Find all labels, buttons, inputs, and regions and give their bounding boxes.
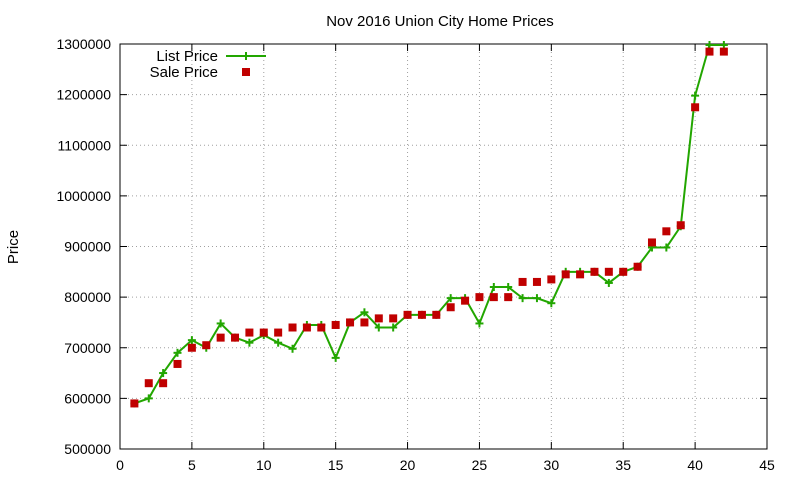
sale-price-point	[302, 323, 311, 332]
list-price-point	[159, 369, 168, 378]
sale-price-point	[619, 267, 628, 276]
x-tick-label: 35	[615, 457, 631, 473]
x-tick-label: 20	[400, 457, 416, 473]
list-price-point	[374, 323, 383, 332]
sale-price-point	[331, 320, 340, 329]
sale-price-point	[202, 341, 211, 350]
sale-price-point	[532, 277, 541, 286]
y-tick-label: 1100000	[58, 137, 112, 153]
sale-price-point	[288, 323, 297, 332]
x-tick-label: 25	[472, 457, 488, 473]
sale-price-point	[346, 318, 355, 327]
x-tick-label: 15	[328, 457, 344, 473]
sale-price-point	[259, 328, 268, 337]
list-price-point	[331, 353, 340, 362]
x-tick-label: 0	[116, 457, 124, 473]
y-tick-label: 900000	[64, 239, 111, 255]
sale-price-point	[604, 267, 613, 276]
list-price-point	[245, 338, 254, 347]
list-price-point	[489, 283, 498, 291]
list-price-point	[475, 319, 484, 328]
sale-price-point	[547, 275, 556, 284]
sale-price-point	[633, 262, 642, 271]
legend-swatch-sale-price	[242, 68, 250, 76]
y-tick-label: 700000	[64, 340, 111, 356]
x-tick-label: 10	[256, 457, 272, 473]
sale-price-point	[691, 103, 700, 112]
sale-price-point	[576, 270, 585, 279]
sale-price-point	[475, 293, 484, 302]
sale-price-point	[216, 333, 225, 342]
list-price-point	[662, 243, 671, 252]
list-price-point	[547, 299, 556, 308]
y-tick-label: 1200000	[56, 87, 111, 103]
sale-price-point	[719, 47, 728, 56]
sale-price-point	[446, 303, 455, 312]
sale-price-point	[489, 293, 498, 302]
chart-title: Nov 2016 Union City Home Prices	[326, 13, 554, 30]
y-tick-label: 600000	[64, 390, 111, 406]
sale-price-point	[317, 323, 326, 332]
list-price-point	[187, 336, 196, 345]
y-tick-label: 1300000	[56, 36, 111, 52]
list-price-point	[446, 294, 455, 303]
y-axis-title: Price	[5, 230, 22, 264]
sale-price-point	[662, 227, 671, 236]
sale-price-point	[518, 277, 527, 286]
list-price-point	[274, 338, 283, 347]
sale-price-point	[144, 379, 153, 388]
list-price-point	[288, 344, 297, 353]
sale-price-point	[461, 296, 470, 305]
list-price-point	[389, 323, 398, 332]
list-price-point	[360, 308, 369, 317]
x-tick-label: 45	[759, 457, 775, 473]
sale-price-point	[274, 328, 283, 337]
sale-price-point	[432, 310, 441, 319]
list-price-point	[532, 294, 541, 303]
sale-price-point	[647, 238, 656, 247]
legend-label-sale-price: Sale Price	[150, 64, 218, 81]
sale-price-point	[590, 267, 599, 276]
list-price-point	[504, 283, 513, 291]
sale-price-point	[417, 310, 426, 319]
list-price-point	[173, 348, 182, 357]
sale-price-point	[187, 343, 196, 352]
sale-price-point	[676, 221, 685, 230]
series-layer	[130, 41, 728, 408]
sale-price-point	[705, 47, 714, 56]
sale-price-point	[360, 318, 369, 327]
list-price-point	[216, 319, 225, 328]
sale-price-point	[374, 314, 383, 323]
x-tick-label: 5	[188, 457, 196, 473]
sale-price-point	[403, 310, 412, 319]
list-price-point	[144, 394, 153, 403]
sale-price-point	[130, 399, 139, 408]
legend-label-list-price: List Price	[156, 48, 218, 65]
y-tick-label: 1000000	[56, 188, 111, 204]
x-tick-label: 30	[544, 457, 560, 473]
sale-price-point	[173, 359, 182, 368]
sale-price-point	[561, 270, 570, 279]
x-tick-label: 40	[687, 457, 703, 473]
y-tick-label: 800000	[64, 289, 111, 305]
sale-price-point	[245, 328, 254, 337]
list-price-point	[604, 278, 613, 287]
axes: 0 5 10 15 20 25 30 35 40 45 500000 600000 700000 8000…	[56, 36, 775, 473]
sale-price-point	[159, 379, 168, 388]
y-tick-label: 500000	[64, 441, 111, 457]
sale-price-point	[504, 293, 513, 302]
sale-price-point	[389, 314, 398, 323]
list-price-point	[691, 91, 700, 100]
sale-price-point	[231, 333, 240, 342]
list-price-point	[518, 294, 527, 303]
